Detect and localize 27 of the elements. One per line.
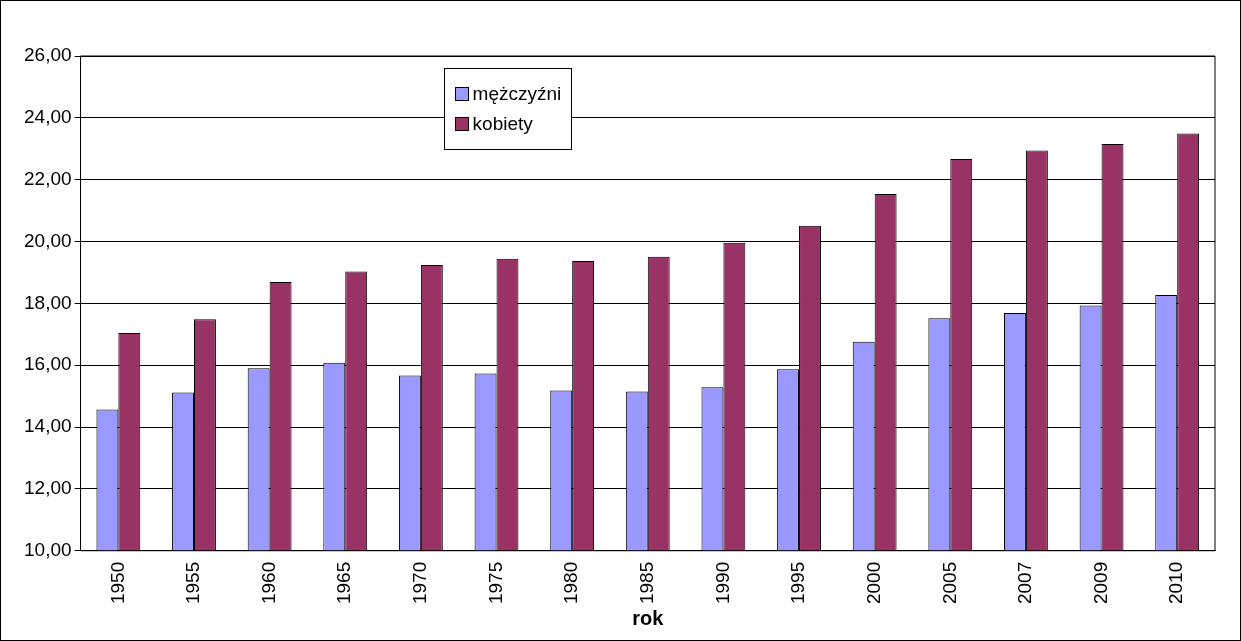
y-tick-label: 20,00 — [24, 229, 72, 251]
x-tick-label: 1980 — [560, 561, 582, 605]
y-tick-label: 18,00 — [24, 291, 72, 313]
x-tick-label: 2007 — [1014, 561, 1036, 605]
y-tick-label: 22,00 — [24, 167, 72, 189]
x-tick-label: 1995 — [787, 561, 809, 605]
y-tick-label: 14,00 — [24, 415, 72, 437]
x-tick-label: 2009 — [1089, 561, 1111, 605]
x-tick-label: 2005 — [938, 561, 960, 605]
x-tick-label: 1965 — [333, 561, 355, 605]
y-tick-label: 24,00 — [24, 106, 72, 128]
x-tick-label: 1975 — [484, 561, 506, 605]
x-tick-label: 1970 — [409, 561, 431, 605]
legend-label: mężczyźni — [472, 83, 562, 105]
y-tick-label: 16,00 — [24, 353, 72, 375]
y-tick-label: 10,00 — [24, 538, 72, 560]
y-tick-label: 26,00 — [24, 44, 72, 66]
x-axis-title: rok — [632, 606, 665, 629]
x-tick-label: 1985 — [636, 561, 658, 605]
y-tick-label: 12,00 — [24, 477, 72, 499]
x-tick-label: 1960 — [257, 561, 279, 605]
x-tick-label: 2000 — [862, 561, 884, 605]
x-tick-label: 1950 — [106, 561, 128, 605]
x-tick-label: 1955 — [182, 561, 204, 605]
x-tick-label: 1990 — [711, 561, 733, 605]
x-tick-label: 2010 — [1165, 561, 1187, 605]
legend-label: kobiety — [472, 113, 533, 135]
